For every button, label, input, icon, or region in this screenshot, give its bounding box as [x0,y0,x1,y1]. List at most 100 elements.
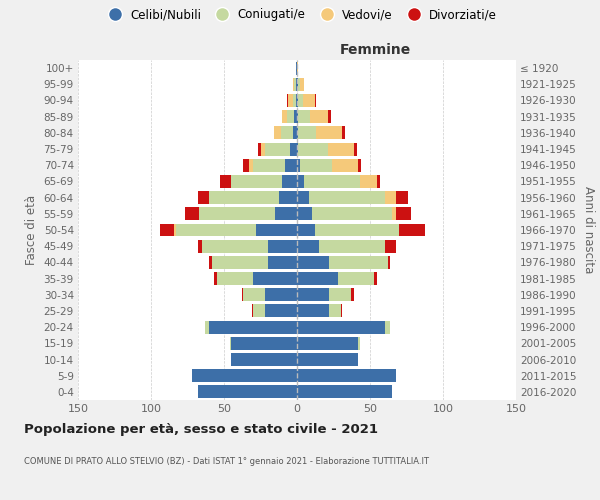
Bar [297,78,304,91]
Bar [297,159,358,172]
Bar [297,386,392,398]
Bar [252,304,297,318]
Bar [230,337,297,350]
Bar [209,191,297,204]
Y-axis label: Fasce di età: Fasce di età [25,195,38,265]
Legend: Celibi/Nubili, Coniugati/e, Vedovi/e, Divorziati/e: Celibi/Nubili, Coniugati/e, Vedovi/e, Di… [100,6,500,24]
Bar [297,78,300,91]
Bar [198,191,297,204]
Bar [198,240,297,252]
Bar [287,94,297,107]
Bar [297,304,342,318]
Bar [297,288,351,301]
Text: Femmine: Femmine [340,42,412,56]
Bar [265,288,297,301]
Bar [257,142,297,156]
Bar [287,110,297,123]
Bar [297,126,342,140]
Bar [253,272,297,285]
Bar [297,224,425,236]
Bar [297,208,392,220]
Bar [297,208,411,220]
Bar [297,256,329,269]
Bar [297,304,329,318]
Bar [214,272,297,285]
Bar [296,62,297,74]
Bar [175,224,297,236]
Bar [297,110,328,123]
Bar [293,78,297,91]
Bar [297,175,360,188]
Bar [283,110,297,123]
Bar [253,304,297,318]
Bar [212,256,297,269]
Text: COMUNE DI PRATO ALLO STELVIO (BZ) - Dati ISTAT 1° gennaio 2021 - Elaborazione TU: COMUNE DI PRATO ALLO STELVIO (BZ) - Dati… [24,458,429,466]
Bar [297,142,328,156]
Bar [297,159,361,172]
Bar [268,256,297,269]
Bar [297,62,298,74]
Bar [232,175,297,188]
Bar [297,369,396,382]
Bar [249,159,297,172]
Bar [185,208,297,220]
Bar [297,353,358,366]
Bar [260,142,297,156]
Bar [293,94,297,107]
Bar [160,224,297,236]
Bar [253,159,297,172]
Bar [297,126,345,140]
Bar [220,175,297,188]
Bar [297,191,385,204]
Bar [297,191,408,204]
Bar [192,369,297,382]
Bar [294,110,297,123]
Bar [256,224,297,236]
Y-axis label: Anni di nascita: Anni di nascita [583,186,595,274]
Bar [297,288,354,301]
Bar [297,175,304,188]
Bar [268,240,297,252]
Bar [297,94,298,107]
Bar [202,240,297,252]
Bar [297,240,319,252]
Bar [297,240,385,252]
Bar [283,175,297,188]
Bar [205,320,297,334]
Bar [297,159,300,172]
Bar [297,110,331,123]
Bar [209,320,297,334]
Bar [297,175,380,188]
Bar [293,126,297,140]
Bar [265,142,297,156]
Bar [281,126,297,140]
Bar [297,320,391,334]
Bar [280,191,297,204]
Bar [297,272,374,285]
Bar [297,256,388,269]
Bar [297,272,338,285]
Bar [297,94,314,107]
Bar [297,208,311,220]
Bar [290,142,297,156]
Bar [296,78,297,91]
Bar [199,208,297,220]
Text: Popolazione per età, sesso e stato civile - 2021: Popolazione per età, sesso e stato civil… [24,422,378,436]
Bar [297,191,396,204]
Bar [297,175,377,188]
Bar [297,191,308,204]
Bar [297,337,358,350]
Bar [297,110,298,123]
Bar [288,94,297,107]
Bar [297,126,298,140]
Bar [297,159,332,172]
Bar [275,208,297,220]
Bar [243,159,297,172]
Bar [286,159,297,172]
Bar [243,288,297,301]
Bar [232,337,297,350]
Bar [297,224,399,236]
Bar [297,320,385,334]
Bar [297,142,354,156]
Bar [297,256,391,269]
